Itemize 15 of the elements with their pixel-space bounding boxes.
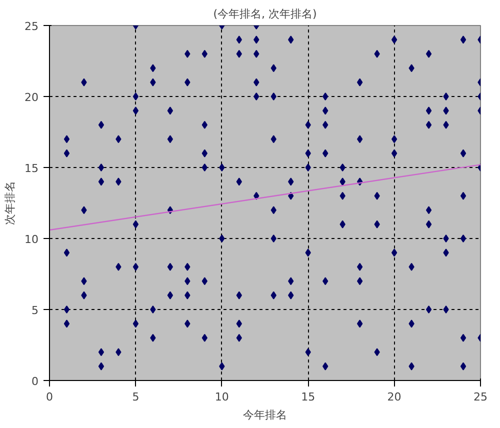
x-tick-label: 5: [132, 390, 140, 404]
y-axis-title: 次年排名: [4, 181, 17, 225]
y-tick-label: 15: [24, 162, 39, 175]
x-tick-label: 25: [474, 390, 488, 404]
y-tick-label: 25: [24, 20, 39, 33]
y-tick-label: 20: [24, 91, 39, 104]
x-tick-label: 20: [387, 390, 402, 404]
x-tick-label: 0: [46, 390, 53, 404]
y-tick-label: 10: [24, 233, 39, 246]
x-axis-title: 今年排名: [243, 408, 287, 422]
chart-title: (今年排名, 次年排名): [213, 8, 317, 20]
y-tick-label: 5: [32, 304, 38, 317]
x-tick-label: 15: [301, 390, 316, 404]
y-tick-label: 0: [32, 375, 38, 388]
x-tick-label: 10: [214, 390, 229, 404]
